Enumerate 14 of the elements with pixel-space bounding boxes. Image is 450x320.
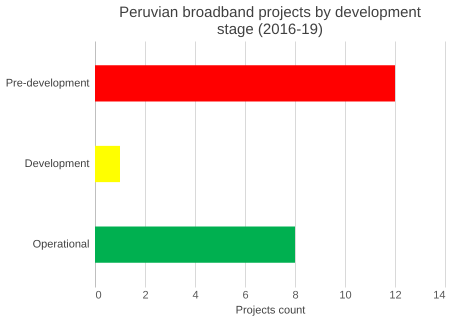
- x-tick-label: 0: [96, 290, 102, 302]
- y-tick-label: Development: [24, 158, 90, 170]
- x-tick-label: 4: [192, 290, 199, 302]
- x-tick-label: 10: [339, 290, 352, 302]
- x-tick-label: 6: [242, 290, 249, 302]
- y-tick-label: Pre-development: [6, 77, 90, 90]
- x-tick-label: 14: [433, 290, 446, 302]
- y-tick-label: Operational: [32, 238, 90, 251]
- text: stage (2016-19): [217, 21, 323, 38]
- text: Peruvian broadband projects by development: [119, 4, 421, 21]
- x-tick-label: 2: [142, 290, 149, 302]
- x-tick-label: 8: [292, 290, 299, 302]
- x-tick-label: 12: [389, 290, 402, 302]
- x-axis-title: Projects count: [236, 304, 306, 316]
